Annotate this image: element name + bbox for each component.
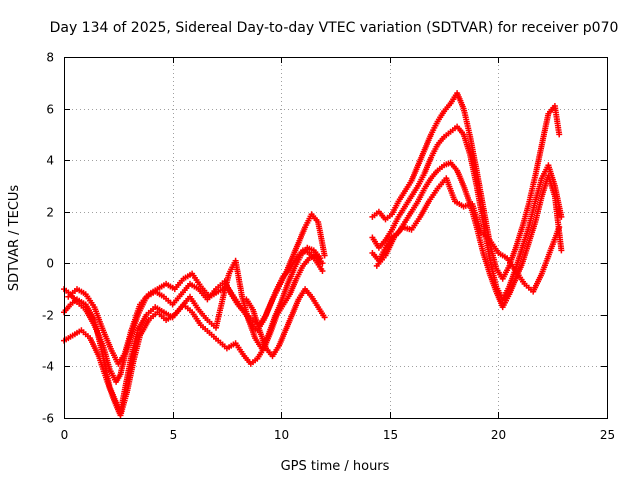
- x-tick-label: 0: [61, 428, 69, 442]
- data-point: [319, 268, 326, 275]
- series-track-e: [243, 286, 328, 360]
- series-track-c: [61, 252, 326, 419]
- axis-ticks: 0 5 10 15 20 25 -6 -4 -2 0 2 4 6 8: [42, 51, 615, 443]
- y-tick-label: 4: [46, 154, 54, 168]
- y-tick-label: -6: [42, 412, 54, 426]
- x-tick-label: 10: [274, 428, 289, 442]
- y-tick-label: -2: [42, 309, 54, 323]
- y-tick-label: 8: [46, 51, 54, 65]
- y-tick-label: -4: [42, 360, 54, 374]
- x-tick-label: 25: [600, 428, 615, 442]
- data-point: [556, 131, 563, 138]
- data-point: [558, 247, 565, 254]
- data-point: [319, 260, 326, 267]
- data-point: [558, 213, 565, 220]
- x-axis-label: GPS time / hours: [281, 459, 390, 474]
- y-tick-label: 2: [46, 206, 54, 220]
- plot-frame: [64, 57, 608, 419]
- y-tick-label: 0: [46, 257, 54, 271]
- x-tick-label: 15: [383, 428, 398, 442]
- data-point: [321, 252, 328, 259]
- y-tick-label: 6: [46, 103, 54, 117]
- data-point: [556, 224, 563, 231]
- data-point: [321, 314, 328, 321]
- data-series: [61, 90, 565, 419]
- x-tick-label: 5: [170, 428, 178, 442]
- chart-title: Day 134 of 2025, Sidereal Day-to-day VTE…: [50, 20, 619, 36]
- series-track-i: [373, 175, 563, 295]
- x-tick-label: 20: [491, 428, 506, 442]
- series-track-d: [65, 211, 328, 367]
- y-axis-label: SDTVAR / TECUs: [7, 185, 22, 292]
